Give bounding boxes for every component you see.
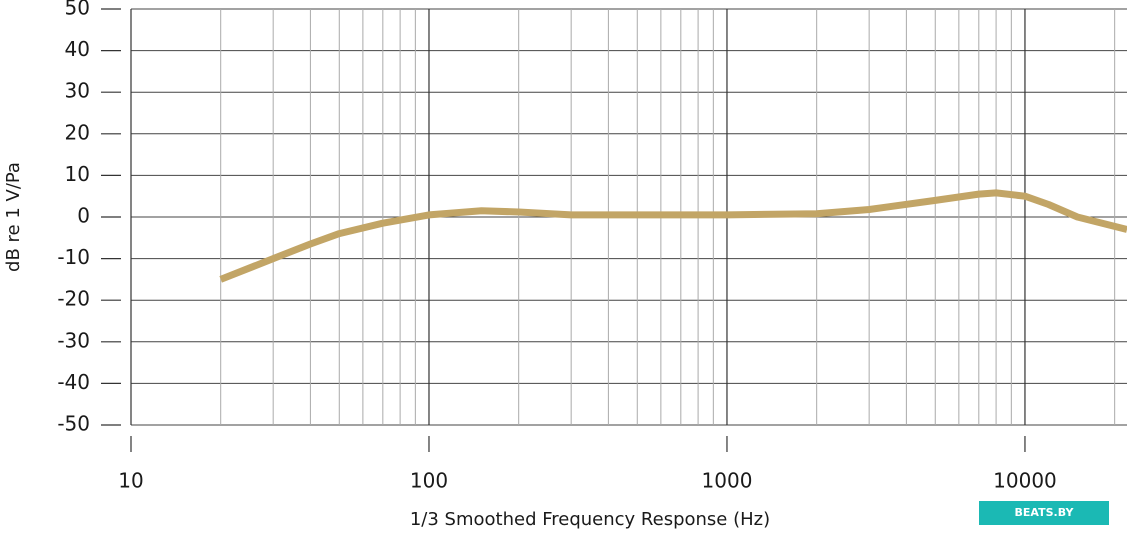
y-tick-label: 30 bbox=[65, 79, 90, 103]
y-tick-label: -10 bbox=[57, 245, 90, 269]
y-tick-label: 50 bbox=[65, 0, 90, 20]
y-tick-label: 40 bbox=[65, 37, 90, 61]
x-axis-label: 1/3 Smoothed Frequency Response (Hz) bbox=[410, 509, 770, 530]
x-tick-label: 100 bbox=[410, 469, 448, 493]
y-tick-label: 10 bbox=[65, 162, 90, 186]
y-tick-label: -50 bbox=[57, 412, 90, 436]
y-tick-label: -40 bbox=[57, 370, 90, 394]
y-tick-label: -30 bbox=[57, 328, 90, 352]
watermark: BEATS.BY bbox=[1015, 506, 1075, 519]
response-line bbox=[219, 189, 1127, 283]
y-tick-label: -20 bbox=[57, 287, 90, 311]
x-tick-label: 10 bbox=[118, 469, 143, 493]
x-tick-label: 10000 bbox=[993, 469, 1057, 493]
y-tick-label: 20 bbox=[65, 120, 90, 144]
y-axis-label: dB re 1 V/Pa bbox=[3, 162, 24, 272]
watermark-box bbox=[979, 501, 1109, 525]
y-tick-label: 0 bbox=[77, 204, 90, 228]
x-tick-label: 1000 bbox=[702, 469, 753, 493]
